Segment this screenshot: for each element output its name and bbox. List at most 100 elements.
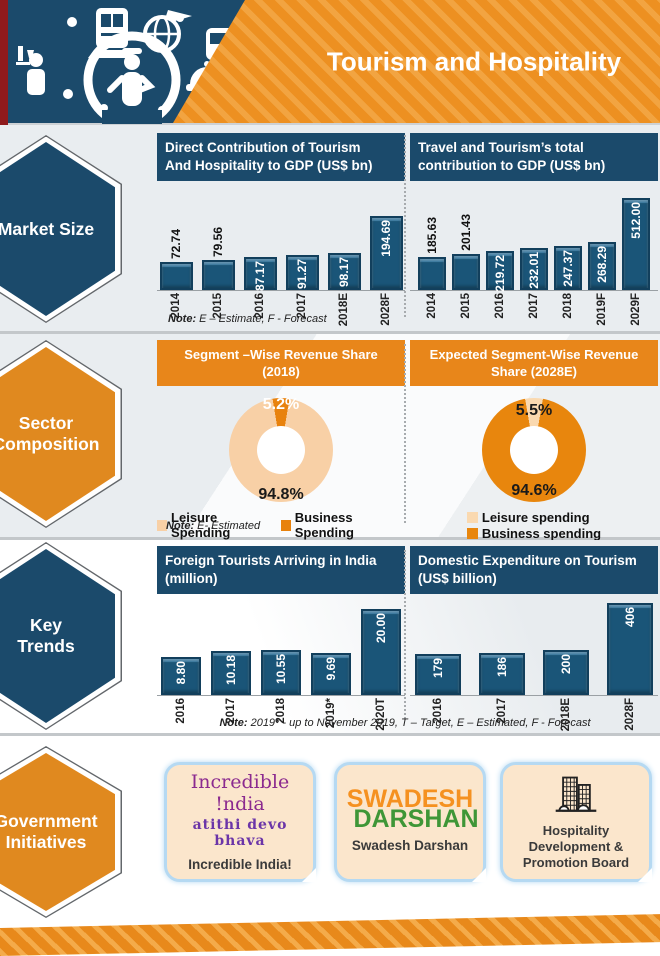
bar-value-label: 200: [559, 653, 573, 674]
bar: 200: [543, 649, 589, 695]
bar: 179: [415, 653, 461, 695]
waiter-icon: [16, 46, 45, 95]
chart-title: Direct Contribution of Tourism And Hospit…: [157, 133, 405, 181]
bar: 98.17: [327, 252, 361, 290]
legend-label: Leisure spending: [481, 510, 590, 526]
dot-icon: [67, 17, 77, 27]
section-label: Key Trends: [17, 615, 75, 656]
bar: 194.69: [369, 215, 403, 290]
bar-slot: 87.17: [243, 256, 277, 291]
legend-label: Business Spending: [294, 510, 354, 541]
bar-value-label: 72.74: [169, 228, 183, 259]
bar: [159, 261, 193, 290]
atithi-devo-bhava-logo: atithi devo bhava: [192, 816, 288, 849]
chart-title-line: Domestic Expenditure on Tourism: [418, 553, 637, 568]
bar-slot: 10.18: [211, 650, 251, 695]
bar-value-label: 232.01: [527, 251, 541, 289]
bar-slot: 8.80: [161, 656, 201, 695]
bar-slot: 201.43: [452, 214, 480, 290]
bar: 20.00: [361, 608, 401, 695]
donut-bottom-label: 94.6%: [511, 482, 557, 500]
bar: 9.69: [311, 652, 351, 695]
card-swadesh-darshan: SWADESH DARSHAN Swadesh Darshan: [334, 762, 486, 882]
bar: 186: [479, 652, 525, 695]
bar: 8.80: [161, 656, 201, 695]
chart-title-line: Travel and Tourism’s total: [418, 140, 584, 155]
note-market-size: Note: E – Estimate, F - Forecast: [168, 313, 327, 325]
bar-slot: 10.55: [261, 649, 301, 695]
bar-slot: 185.63: [418, 217, 446, 290]
section-label: Government Initiatives: [0, 811, 98, 852]
bar: 247.37: [554, 245, 582, 290]
bar-value-label: 79.56: [211, 226, 225, 257]
bar-slot: 72.74: [159, 228, 193, 290]
legend-label: Business spending: [481, 526, 602, 542]
chart-segment-2018: Segment –Wise Revenue Share (2018) 5.2% 94.…: [157, 340, 405, 540]
bar: [418, 256, 446, 290]
bar-value-label: 247.37: [561, 249, 575, 287]
chart-direct-gdp: Direct Contribution of Tourism And Hospit…: [157, 133, 405, 337]
chart-total-gdp: Travel and Tourism’s total contribution t…: [410, 133, 658, 337]
bar: 512.00: [622, 197, 650, 290]
bar-categories: 2014 2015 2016 2017 2018 2019F 2029F: [410, 293, 658, 337]
chart-title: Domestic Expenditure on Tourism (US$ bill…: [410, 546, 658, 594]
incredible-india-logo: Incredible !ndia: [190, 770, 290, 815]
legend-item: Leisure Spending: [157, 510, 271, 540]
bar-slot: 194.69: [369, 215, 403, 290]
hexagon-key-trends: Key Trends: [0, 542, 122, 730]
buildings-icon: [555, 776, 597, 812]
section-government-initiatives: Government Initiatives Incredible !ndia …: [0, 736, 660, 924]
panel-divider: [404, 344, 406, 523]
section-label: Sector Composition: [0, 413, 100, 454]
bar-category-label: 2018: [562, 292, 574, 319]
panel-divider: [404, 550, 406, 719]
donut-chart: 5.2% 94.8%: [157, 392, 405, 508]
title-banner: Tourism and Hospitality: [173, 0, 660, 123]
legend-swatch: [466, 528, 478, 540]
bar: 91.27: [285, 254, 319, 290]
donut-ring: [482, 398, 586, 503]
chart-title-line: contribution to GDP (US$ bn): [418, 157, 606, 173]
bar-slot: 232.01: [520, 247, 548, 290]
bar-value-label: 98.17: [337, 256, 351, 287]
bar-value-label: 512.00: [629, 201, 643, 239]
bar-plot: 185.63 201.43 219.72 232.01 247.37 268.29 512.…: [410, 187, 658, 291]
bar-slot: 219.72: [486, 250, 514, 292]
donut-hole: [510, 426, 558, 475]
bar: 268.29: [588, 241, 616, 290]
bar-slot: 79.56: [201, 226, 235, 290]
header: Tourism and Hospitality: [0, 0, 660, 125]
chart-title-line: (US$ billion): [418, 570, 497, 586]
bar-value-label: 219.72: [493, 254, 507, 292]
panel-divider: [404, 135, 406, 317]
bar-category-label: 2019F: [596, 292, 608, 326]
page-title: Tourism and Hospitality: [326, 46, 622, 76]
donut-top-label: 5.5%: [515, 402, 553, 420]
legend: Leisure spending Business spending: [466, 510, 602, 542]
bar-category-label: 2017: [528, 292, 540, 319]
bar-category-label: 2015: [460, 292, 472, 319]
section-sector-composition: Sector Composition Segment –Wise Revenue…: [0, 334, 660, 542]
bar-value-label: 10.18: [224, 654, 238, 685]
bar-plot: 72.74 79.56 87.17 91.27 98.17 194.69: [157, 187, 405, 291]
bar-slot: 512.00: [622, 197, 650, 290]
note-sector-composition: Note: E- Estimated: [166, 520, 261, 532]
bar-category-label: 2018E: [338, 292, 350, 326]
bar-slot: 247.37: [554, 245, 582, 290]
chart-title-line: And Hospitality to GDP (US$ bn): [165, 157, 373, 173]
bar-value-label: 10.55: [274, 653, 288, 684]
chart-title: Expected Segment-Wise Revenue Share (2028…: [410, 340, 658, 387]
legend-swatch: [157, 519, 168, 531]
bar-value-label: 87.17: [253, 260, 267, 291]
bar-value-label: 201.43: [459, 213, 473, 251]
bar-slot: 200: [543, 649, 589, 695]
card-incredible-india: Incredible !ndia atithi devo bhava Incre…: [164, 762, 316, 882]
bar: 10.18: [211, 650, 251, 695]
bar-slot: 98.17: [327, 252, 361, 290]
bar: 10.55: [261, 649, 301, 695]
card-caption: Hospitality Development & Promotion Boar…: [522, 822, 630, 871]
bar-slot: 9.69: [311, 652, 351, 695]
donut-bottom-label: 94.8%: [258, 486, 304, 504]
bar-value-label: 186: [495, 656, 509, 677]
bar-slot: 179: [415, 653, 461, 695]
